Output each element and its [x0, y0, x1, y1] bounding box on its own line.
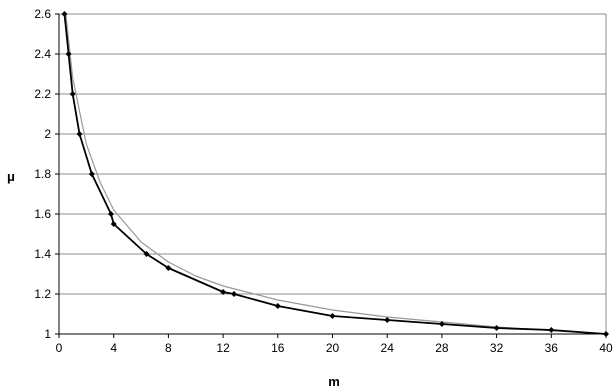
data-point-marker — [107, 211, 114, 217]
data-point-marker — [329, 313, 336, 319]
series-group — [61, 11, 609, 337]
series-line-data — [63, 13, 607, 335]
y-tick-label: 1.8 — [34, 167, 51, 181]
x-tick-label: 24 — [381, 341, 395, 355]
data-point-marker — [231, 291, 238, 297]
y-axis-title: μ — [7, 169, 15, 184]
data-point-marker — [220, 289, 227, 295]
x-tick-label: 8 — [165, 341, 172, 355]
data-point-marker — [65, 51, 72, 57]
data-point-marker — [384, 317, 391, 323]
x-axis-title: m — [328, 374, 340, 389]
y-tick-label: 2.2 — [34, 87, 51, 101]
y-tick-label: 1.2 — [34, 287, 51, 301]
x-tick-label: 12 — [216, 341, 230, 355]
data-point-marker — [274, 303, 281, 309]
data-point-marker — [143, 251, 150, 257]
x-tick-label: 40 — [599, 341, 613, 355]
x-tick-label: 28 — [435, 341, 449, 355]
axes — [55, 13, 607, 338]
series-line-fit — [65, 13, 607, 335]
data-point-marker — [548, 327, 555, 333]
data-point-marker — [165, 265, 172, 271]
y-tick-label: 2 — [44, 127, 51, 141]
y-tick-label: 1 — [44, 327, 51, 341]
gridlines — [59, 13, 606, 295]
x-tick-label: 32 — [490, 341, 504, 355]
data-point-marker — [61, 11, 68, 17]
x-tick-label: 0 — [56, 341, 63, 355]
data-point-marker — [493, 325, 500, 331]
y-tick-label: 1.4 — [34, 247, 51, 261]
data-point-marker — [438, 321, 445, 327]
x-tick-label: 20 — [326, 341, 340, 355]
y-tick-label: 1.6 — [34, 207, 51, 221]
x-tick-label: 4 — [110, 341, 117, 355]
data-point-marker — [76, 131, 83, 137]
data-point-marker — [69, 91, 76, 97]
data-point-marker — [110, 221, 117, 227]
tick-labels: 1 1.2 1.4 1.6 1.8 2 2.2 2.4 2.6 0 4 8 12 16 20 24 28 32 36… — [34, 7, 613, 355]
x-tick-label: 36 — [545, 341, 559, 355]
x-tick-label: 16 — [271, 341, 285, 355]
y-tick-label: 2.6 — [34, 7, 51, 21]
data-point-marker — [88, 171, 95, 177]
y-tick-label: 2.4 — [34, 47, 51, 61]
data-point-marker — [603, 331, 609, 337]
